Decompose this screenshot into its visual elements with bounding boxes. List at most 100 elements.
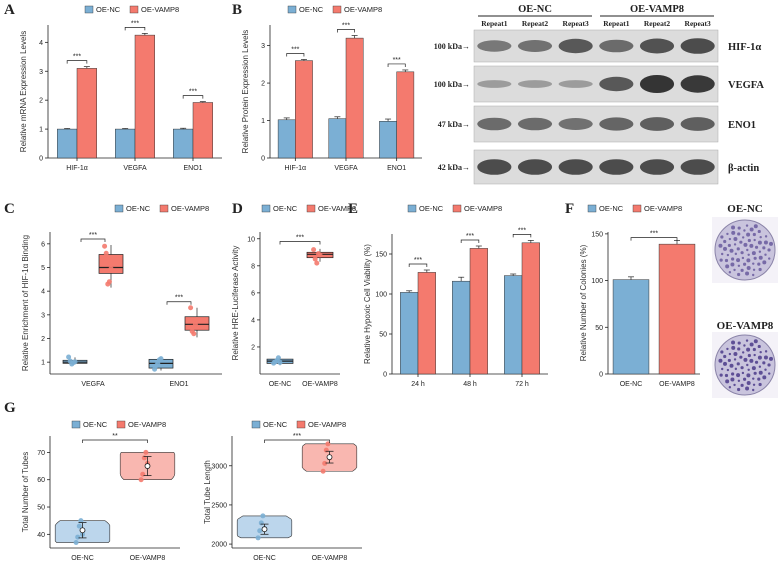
legend-swatch-oe-nc bbox=[114, 204, 124, 213]
data-point bbox=[260, 513, 266, 519]
colony bbox=[724, 373, 729, 378]
wb-lane-label: Repeat1 bbox=[603, 19, 629, 28]
x-tick-label: OE-VAMP8 bbox=[130, 555, 166, 562]
bar-oe-nc bbox=[328, 118, 347, 159]
y-tick-label: 4 bbox=[39, 40, 43, 47]
colony bbox=[720, 252, 724, 256]
colony bbox=[762, 375, 767, 380]
bar-oe-nc bbox=[277, 119, 296, 159]
legend-label-oe-nc: OE-NC bbox=[273, 204, 298, 213]
colony bbox=[746, 258, 751, 263]
legend-label-oe-vamp8: OE-VAMP8 bbox=[128, 420, 166, 429]
wb-band bbox=[517, 117, 553, 131]
colony bbox=[739, 240, 743, 244]
wb-lane-label: Repeat2 bbox=[644, 19, 670, 28]
colony bbox=[746, 248, 749, 252]
wb-membrane bbox=[473, 149, 719, 185]
wb-membrane bbox=[473, 65, 719, 103]
significance-bracket bbox=[80, 238, 106, 243]
colony bbox=[745, 386, 750, 391]
colony bbox=[726, 347, 729, 351]
colony bbox=[762, 246, 766, 250]
colony bbox=[762, 361, 766, 365]
significance-label: *** bbox=[293, 433, 301, 440]
wb-protein-label: VEGFA bbox=[728, 80, 764, 91]
colony bbox=[733, 243, 737, 246]
colony bbox=[720, 350, 724, 354]
wb-band bbox=[680, 117, 715, 131]
significance-label: *** bbox=[73, 54, 81, 61]
panel-letter-f: F bbox=[565, 201, 574, 217]
colony bbox=[737, 379, 741, 382]
colony bbox=[768, 372, 771, 375]
colony bbox=[723, 246, 728, 251]
wb-band bbox=[680, 75, 715, 93]
data-point bbox=[73, 540, 79, 546]
bar-oe-vamp8 bbox=[469, 248, 488, 375]
wb-lane-label: Repeat1 bbox=[481, 19, 507, 28]
colony bbox=[769, 356, 774, 361]
bar-oe-vamp8 bbox=[192, 102, 213, 159]
wb-band bbox=[477, 80, 512, 88]
legend-label-oe-vamp8: OE-VAMP8 bbox=[644, 204, 682, 213]
y-tick-label: 8 bbox=[251, 263, 255, 270]
colony bbox=[736, 258, 741, 263]
colony bbox=[749, 358, 754, 363]
bar-oe-nc bbox=[57, 128, 78, 159]
box bbox=[98, 254, 124, 274]
colony bbox=[731, 372, 735, 376]
colony bbox=[737, 272, 741, 277]
x-tick-label: HIF-1α bbox=[66, 165, 88, 172]
colony bbox=[737, 232, 741, 236]
colony bbox=[764, 235, 768, 238]
data-point bbox=[75, 534, 81, 540]
data-point bbox=[322, 460, 328, 466]
significance-bracket bbox=[166, 301, 192, 305]
y-tick-label: 3 bbox=[39, 69, 43, 76]
wb-band bbox=[639, 159, 675, 175]
significance-label: *** bbox=[393, 57, 401, 64]
colony bbox=[728, 271, 732, 274]
colony bbox=[739, 355, 743, 359]
chart-G1: 40 50 60 70 Total Number of Tubes OE-NC OE-VAM… bbox=[21, 420, 180, 562]
legend-swatch-oe-vamp8 bbox=[116, 420, 126, 429]
colony bbox=[741, 371, 745, 375]
chart-B: 0 1 2 3 Relative Protein Expression Levels HI… bbox=[241, 5, 422, 172]
chart-C: 1 2 3 4 5 6 Relative Enrichment of HIF-1α Bind… bbox=[21, 204, 222, 388]
x-tick-label: 72 h bbox=[515, 381, 529, 388]
colony bbox=[723, 361, 728, 366]
wb-band bbox=[599, 159, 634, 175]
bar-oe-vamp8 bbox=[521, 242, 540, 375]
colony bbox=[752, 347, 756, 352]
colony bbox=[718, 358, 723, 363]
y-tick-label: 2000 bbox=[211, 542, 227, 549]
wb-band bbox=[517, 80, 553, 88]
significance-bracket bbox=[66, 60, 88, 64]
colony bbox=[731, 340, 736, 345]
colony bbox=[734, 252, 738, 256]
y-tick-label: 2 bbox=[261, 81, 265, 88]
legend-label-oe-vamp8: OE-VAMP8 bbox=[308, 420, 346, 429]
colony bbox=[754, 360, 759, 364]
colony bbox=[757, 344, 761, 349]
data-point bbox=[314, 260, 320, 266]
colony bbox=[752, 268, 756, 271]
colony bbox=[749, 342, 754, 347]
wb-lane-label: Repeat3 bbox=[685, 19, 711, 28]
colony bbox=[733, 268, 736, 272]
colony bbox=[754, 245, 759, 249]
colony bbox=[736, 362, 740, 366]
significance-label: *** bbox=[89, 232, 97, 239]
y-tick-label: 0 bbox=[599, 372, 603, 379]
colony bbox=[746, 373, 751, 378]
colony bbox=[768, 257, 771, 260]
legend-label-oe-vamp8: OE-VAMP8 bbox=[344, 5, 382, 14]
colony bbox=[758, 267, 762, 272]
colony bbox=[730, 377, 735, 382]
colony bbox=[762, 260, 767, 265]
y-tick-label: 3 bbox=[41, 312, 45, 319]
bar-oe-vamp8 bbox=[295, 60, 313, 159]
data-point bbox=[255, 535, 261, 541]
